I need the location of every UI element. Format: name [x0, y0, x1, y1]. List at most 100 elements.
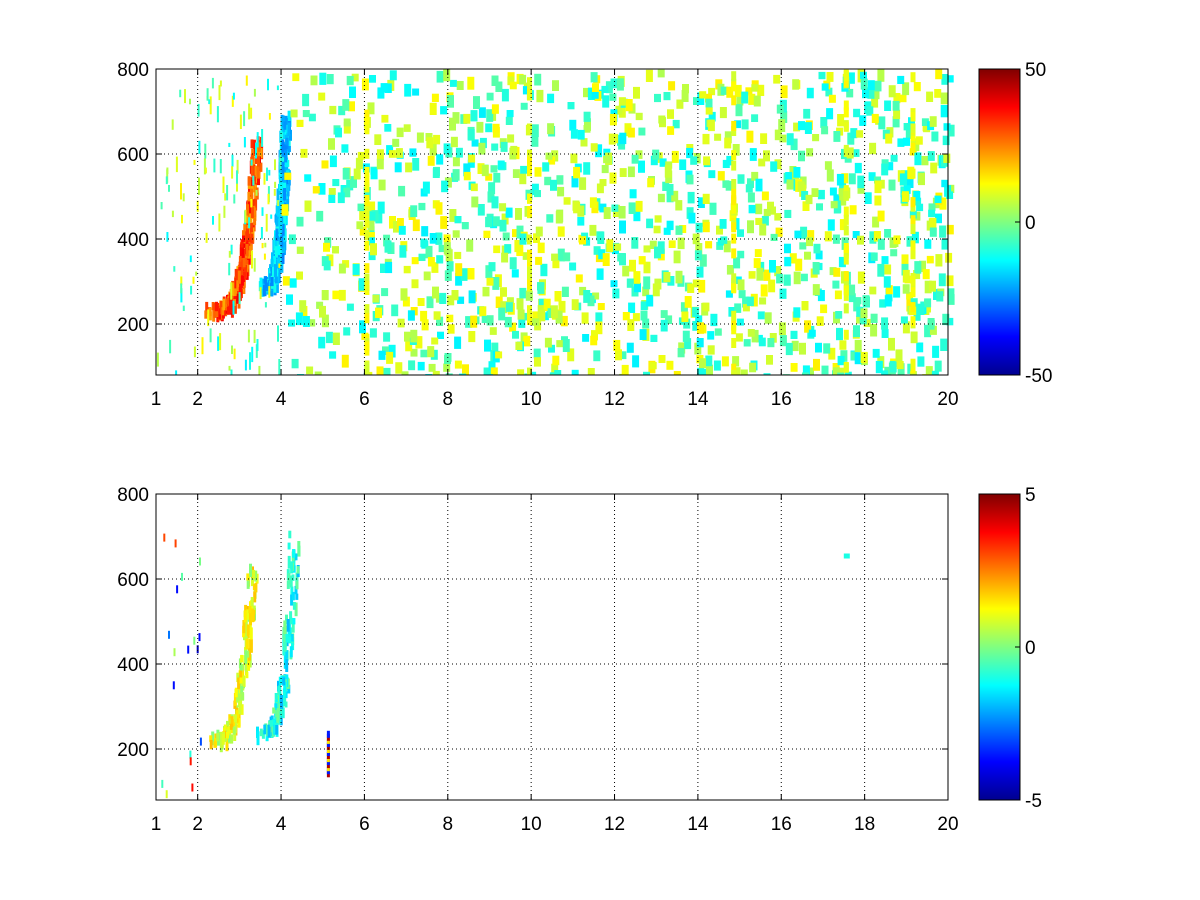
x-tick-label: 10	[521, 389, 542, 410]
heatmap-cell	[698, 279, 706, 293]
heatmap-cell	[527, 269, 532, 280]
x-tick-label: 16	[771, 389, 792, 410]
heatmap-cell	[316, 301, 324, 309]
heatmap-cell	[614, 243, 622, 251]
heatmap-cell	[287, 555, 291, 569]
heatmap-cell	[364, 304, 370, 315]
heatmap-cell	[512, 229, 519, 238]
heatmap-cell	[903, 137, 910, 146]
heatmap-cell	[252, 164, 256, 178]
heatmap-cell	[510, 145, 518, 155]
heatmap-cell	[860, 78, 868, 90]
heatmap-cell	[338, 289, 346, 301]
heatmap-cell	[219, 731, 222, 740]
heatmap-cell	[686, 147, 694, 159]
heatmap-cell	[169, 339, 172, 354]
heatmap-cell	[324, 237, 332, 248]
heatmap-cell	[223, 727, 226, 734]
heatmap-cell	[774, 129, 782, 141]
heatmap-cell	[631, 154, 639, 164]
heatmap-cell	[583, 111, 591, 122]
heatmap-cell	[257, 177, 260, 186]
heatmap-cell	[527, 156, 532, 167]
heatmap-cell	[583, 125, 591, 133]
heatmap-cell	[870, 313, 878, 323]
heatmap-cell	[238, 700, 242, 715]
heatmap-cell	[867, 89, 875, 99]
heatmap-cell	[381, 288, 389, 297]
heatmap-cell	[839, 219, 847, 231]
heatmap-cell	[780, 85, 788, 99]
heatmap-cell	[352, 264, 360, 275]
heatmap-cell	[222, 176, 225, 193]
heatmap-cell	[285, 634, 289, 643]
heatmap-cell	[649, 240, 657, 249]
heatmap-cell	[417, 298, 425, 306]
heatmap-cell	[863, 318, 871, 327]
heatmap-cell	[228, 262, 231, 276]
heatmap-cell	[534, 73, 542, 86]
heatmap-cell	[288, 319, 296, 327]
heatmap-cell	[705, 241, 713, 249]
heatmap-cell	[246, 578, 250, 589]
heatmap-cell	[171, 119, 174, 130]
heatmap-cell	[829, 267, 837, 276]
heatmap-cell	[254, 166, 258, 176]
heatmap-cell	[436, 316, 444, 326]
heatmap-cell	[552, 260, 560, 269]
heatmap-cell	[803, 108, 811, 119]
heatmap-cell	[892, 116, 900, 128]
heatmap-cell	[485, 216, 493, 228]
x-tick-label: 20	[937, 389, 958, 410]
heatmap-cell	[252, 145, 256, 156]
heatmap-cell	[248, 103, 251, 120]
heatmap-cell	[398, 185, 406, 197]
heatmap-cell	[735, 104, 743, 117]
heatmap-cell	[731, 338, 737, 348]
heatmap-cell	[860, 351, 868, 364]
heatmap-cell	[254, 570, 258, 582]
heatmap-cell	[405, 162, 413, 173]
heatmap-cell	[166, 232, 169, 242]
heatmap-cell	[832, 367, 840, 375]
heatmap-cell	[622, 265, 630, 277]
heatmap-cell	[843, 77, 849, 88]
heatmap-cell	[370, 243, 377, 256]
heatmap-cell	[776, 104, 784, 114]
heatmap-cell	[249, 229, 253, 237]
heatmap-cell	[556, 175, 564, 185]
heatmap-cell	[746, 296, 754, 307]
heatmap-cell	[860, 71, 867, 79]
heatmap-cell	[606, 239, 614, 252]
heatmap-cell	[874, 176, 881, 184]
y-tick-label: 400	[117, 230, 149, 251]
heatmap-cell	[935, 69, 943, 80]
heatmap-cell	[292, 73, 300, 82]
heatmap-cell	[881, 163, 889, 176]
heatmap-cell	[625, 99, 633, 112]
heatmap-cell	[747, 329, 755, 337]
heatmap-cell	[187, 645, 190, 654]
heatmap-cell	[910, 240, 916, 251]
heatmap-cell	[910, 142, 916, 153]
heatmap-cell	[275, 221, 279, 232]
heatmap-cell	[889, 237, 897, 248]
heatmap-cell	[833, 267, 841, 277]
heatmap-cell	[276, 708, 280, 721]
heatmap-cell	[225, 298, 229, 311]
heatmap-cell	[759, 223, 767, 236]
heatmap-cell	[548, 156, 556, 165]
heatmap-cell	[176, 585, 179, 594]
heatmap-cell	[410, 348, 418, 357]
heatmap-cell	[357, 203, 365, 212]
heatmap-cell	[618, 206, 626, 219]
heatmap-cell	[671, 190, 679, 202]
heatmap-cell	[820, 304, 828, 314]
heatmap-cell	[447, 324, 455, 334]
heatmap-cell	[232, 291, 236, 301]
heatmap-cell	[376, 366, 384, 375]
heatmap-cell	[684, 296, 692, 308]
heatmap-cell	[667, 126, 675, 135]
heatmap-cell	[552, 80, 559, 91]
heatmap-cell	[306, 366, 314, 375]
